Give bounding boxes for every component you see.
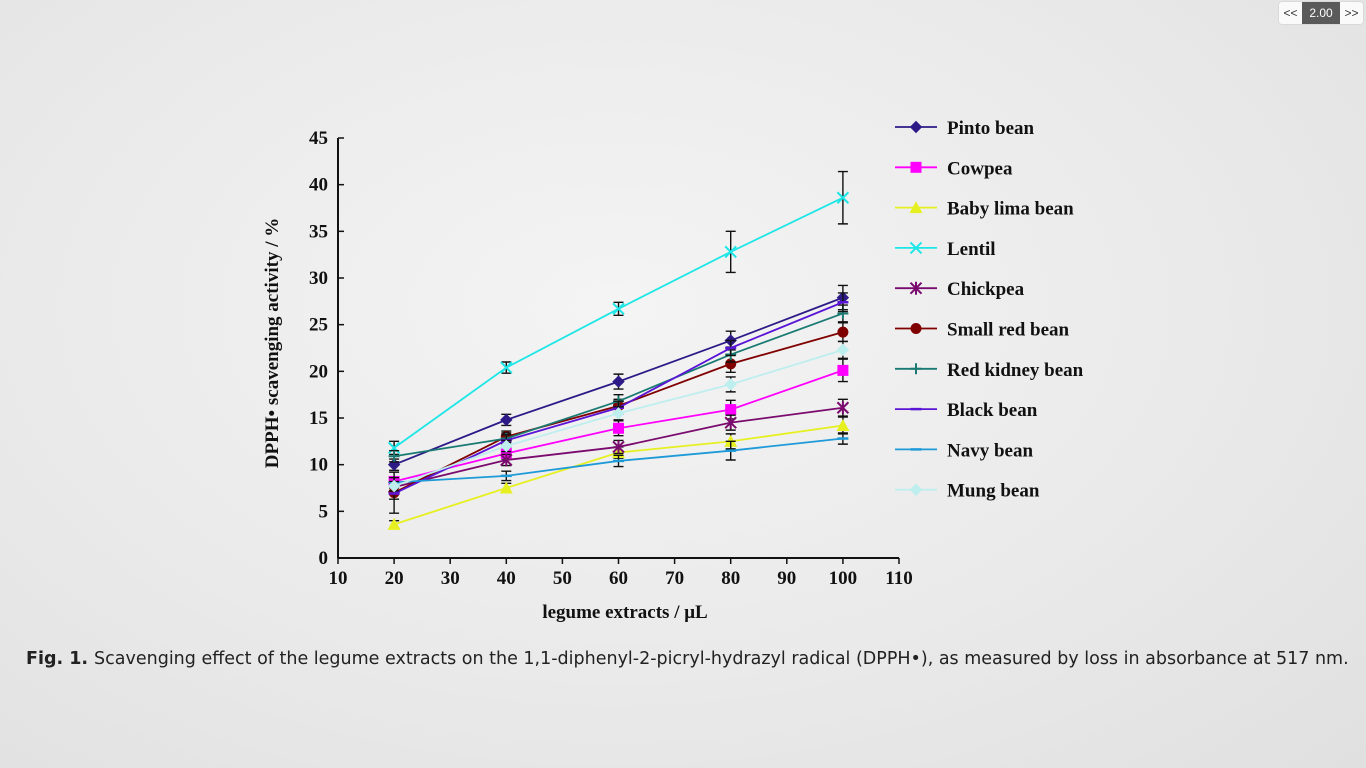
series-mung-bean: [387, 340, 850, 493]
legend-label: Navy bean: [947, 440, 1033, 461]
data-point: [612, 407, 625, 420]
legend-marker: [910, 363, 922, 375]
legend-item-small-red-bean: Small red bean: [895, 320, 1070, 341]
figure-caption: Fig. 1. Scavenging effect of the legume e…: [26, 649, 1349, 669]
y-tick-label: 40: [309, 175, 328, 196]
legend-marker: [909, 281, 923, 295]
data-point: [500, 361, 513, 374]
legend-label: Baby lima bean: [947, 199, 1074, 220]
data-point: [724, 416, 737, 430]
x-tick-label: 80: [721, 568, 740, 589]
x-tick-label: 90: [777, 568, 796, 589]
y-tick-label: 10: [309, 455, 328, 476]
speed-increase-button[interactable]: >>: [1340, 2, 1363, 24]
data-point: [500, 453, 513, 467]
speed-value: 2.00: [1302, 2, 1340, 24]
data-point: [612, 440, 625, 454]
speed-decrease-button[interactable]: <<: [1279, 2, 1302, 24]
x-tick-label: 10: [329, 568, 348, 589]
series-navy-bean: [388, 432, 849, 488]
y-tick-label: 25: [309, 315, 328, 336]
legend-item-pinto-bean: Pinto bean: [895, 118, 1035, 139]
chart-axes: 10 20 30 40 50 60 70 80 90 100 110 0 5 10 15 20 25 30 35 40…: [309, 128, 913, 589]
data-point: [387, 517, 401, 530]
legend-marker: [909, 241, 923, 255]
legend-item-black-bean: Black bean: [895, 400, 1038, 421]
y-axis-title: DPPH• scavenging activity / %: [262, 218, 283, 468]
y-tick-label: 20: [309, 361, 328, 382]
data-point: [500, 439, 513, 453]
figure-label: Fig. 1.: [26, 649, 89, 669]
data-point: [836, 343, 850, 357]
data-point: [837, 326, 849, 338]
data-point: [499, 481, 513, 494]
x-tick-label: 100: [829, 568, 858, 589]
data-point: [724, 245, 737, 259]
y-tick-label: 45: [309, 128, 328, 149]
legend-item-navy-bean: Navy bean: [895, 440, 1033, 461]
y-tick-label: 5: [319, 501, 329, 522]
legend-marker: [909, 483, 923, 496]
x-axis-title: legume extracts / μL: [542, 602, 707, 623]
legend-label: Red kidney bean: [947, 360, 1084, 381]
legend-item-red-kidney-bean: Red kidney bean: [895, 360, 1084, 381]
data-point: [613, 422, 624, 434]
legend-item-baby-lima-bean: Baby lima bean: [895, 199, 1074, 220]
data-point: [725, 404, 737, 416]
y-tick-label: 35: [309, 221, 328, 242]
y-tick-label: 30: [309, 268, 328, 289]
legend-label: Lentil: [947, 239, 996, 260]
legend-item-chickpea: Chickpea: [895, 279, 1025, 300]
legend-item-cowpea: Cowpea: [895, 158, 1013, 179]
x-tick-label: 110: [885, 568, 912, 589]
x-tick-label: 70: [665, 568, 684, 589]
dpph-line-chart: 10 20 30 40 50 60 70 80 90 100 110 0 5 10 15 20 25 30 35 40…: [262, 118, 1084, 623]
legend-label: Cowpea: [947, 158, 1013, 179]
data-point: [836, 418, 850, 431]
playback-speed-control: << 2.00 >>: [1279, 2, 1363, 24]
legend-marker: [910, 323, 922, 334]
y-tick-label: 15: [309, 408, 328, 429]
data-point: [836, 191, 850, 204]
legend-item-lentil: Lentil: [895, 239, 996, 260]
data-point: [837, 364, 849, 376]
data-point: [612, 302, 625, 316]
legend-label: Black bean: [947, 400, 1038, 421]
legend-label: Small red bean: [947, 320, 1070, 341]
data-point: [500, 447, 512, 459]
chart-legend: Pinto bean Cowpea Baby lima bean Lentil Chic…: [895, 118, 1084, 502]
legend-marker: [909, 201, 923, 214]
figure-caption-text: Scavenging effect of the legume extracts…: [94, 649, 1349, 669]
legend-label: Pinto bean: [947, 118, 1035, 139]
data-point: [725, 358, 737, 370]
data-point: [500, 413, 513, 427]
x-tick-label: 50: [553, 568, 572, 589]
legend-label: Chickpea: [947, 279, 1025, 300]
legend-label: Mung bean: [947, 481, 1040, 502]
legend-marker: [910, 161, 922, 173]
x-tick-label: 30: [441, 568, 460, 589]
x-tick-label: 20: [385, 568, 404, 589]
x-tick-label: 40: [497, 568, 516, 589]
data-point: [836, 401, 850, 415]
data-point: [724, 378, 737, 391]
legend-item-mung-bean: Mung bean: [895, 481, 1040, 502]
y-tick-label: 0: [319, 548, 329, 569]
legend-marker: [909, 120, 923, 134]
series-lentil: [387, 170, 850, 456]
data-point: [387, 441, 401, 455]
data-point: [388, 450, 400, 462]
series-layer: [387, 170, 850, 530]
x-tick-label: 60: [609, 568, 628, 589]
data-point: [387, 479, 401, 493]
data-point: [612, 375, 625, 388]
